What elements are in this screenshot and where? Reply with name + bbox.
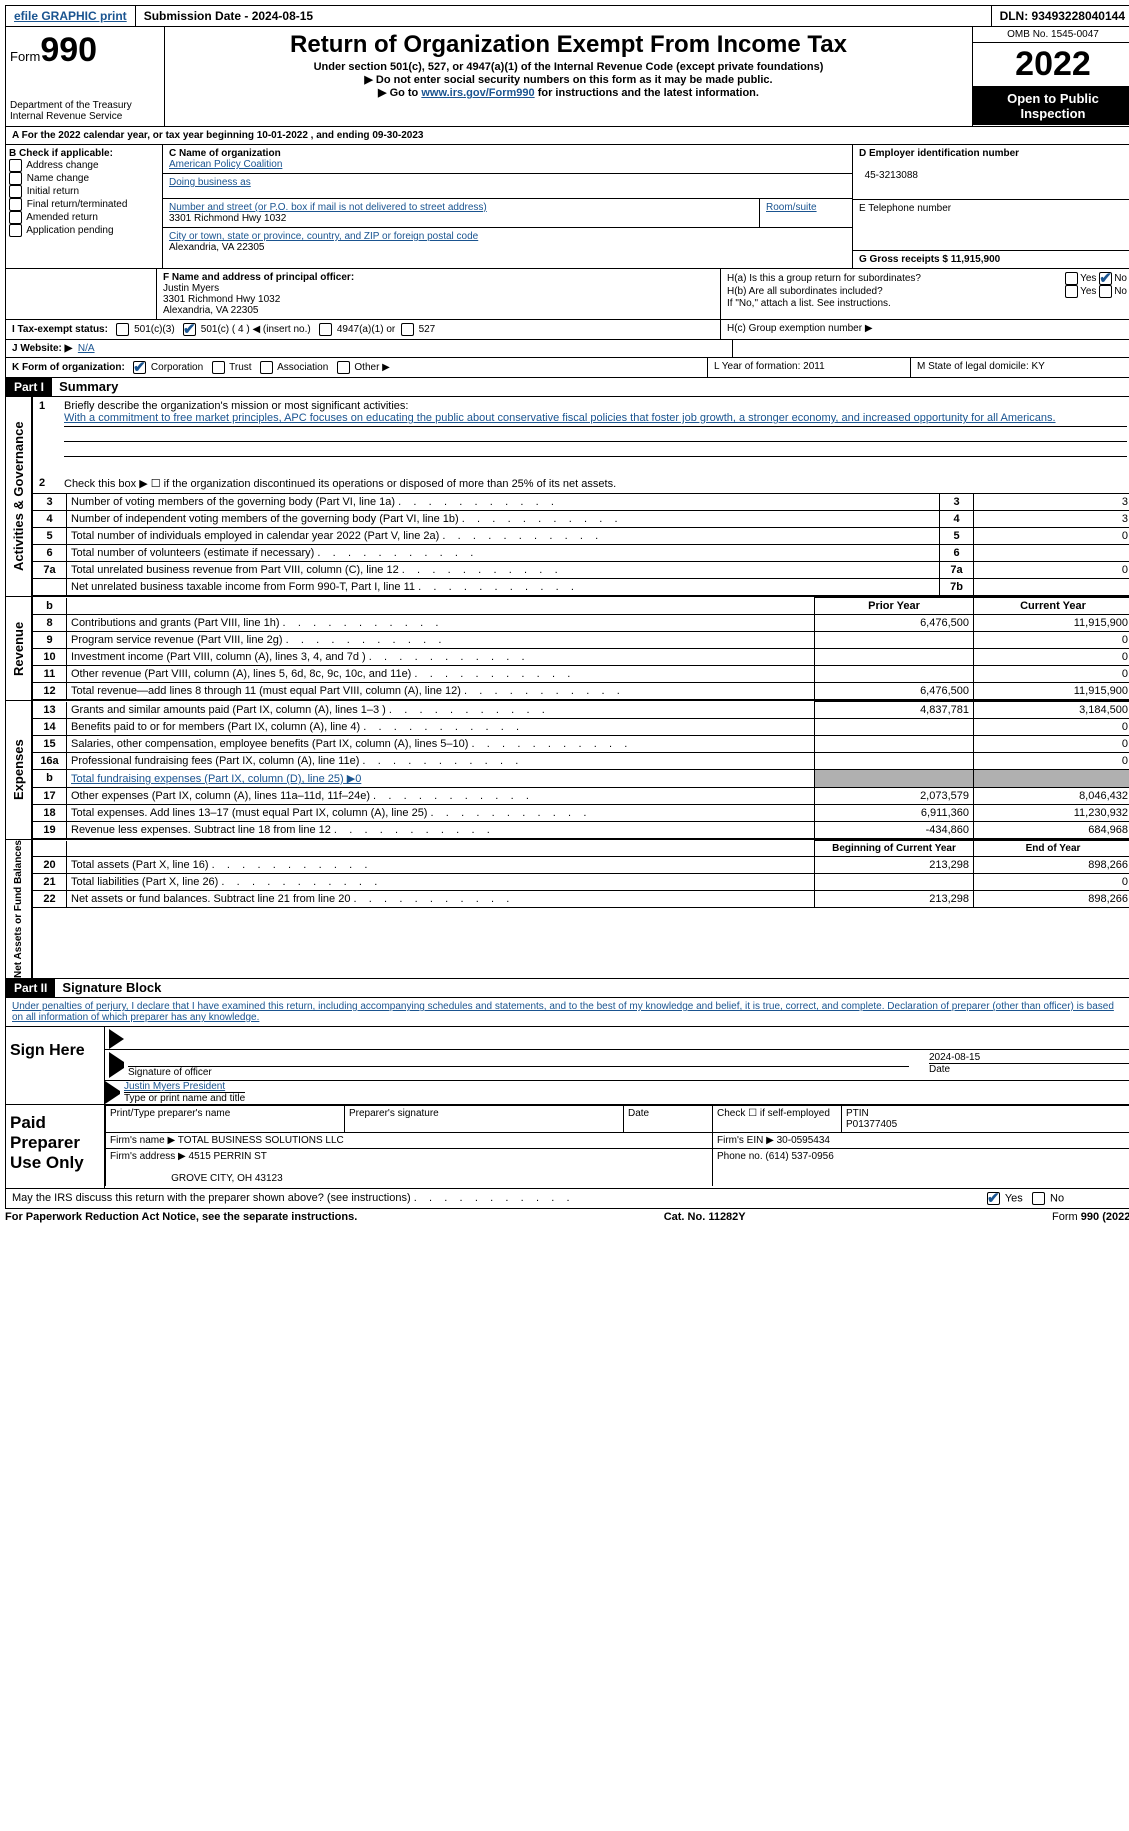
cb-final-return[interactable] bbox=[9, 198, 22, 211]
submission-date: Submission Date - 2024-08-15 bbox=[136, 6, 991, 26]
paid-preparer-label: Paid Preparer Use Only bbox=[6, 1105, 105, 1188]
cb-amended[interactable] bbox=[9, 211, 22, 224]
net-assets-table: Beginning of Current Year End of Year 20… bbox=[33, 840, 1129, 908]
part1-header: Part I bbox=[6, 378, 52, 396]
section-k: K Form of organization: Corporation Trus… bbox=[6, 358, 707, 377]
cb-group-no[interactable] bbox=[1099, 272, 1112, 285]
section-j: J Website: ▶ N/A bbox=[6, 340, 732, 357]
section-i: I Tax-exempt status: 501(c)(3) 501(c) ( … bbox=[6, 320, 720, 339]
omb-number: OMB No. 1545-0047 bbox=[973, 27, 1129, 43]
cb-app-pending[interactable] bbox=[9, 224, 22, 237]
cb-501c[interactable] bbox=[183, 323, 196, 336]
cb-sub-no[interactable] bbox=[1099, 285, 1112, 298]
section-hc: H(c) Group exemption number ▶ bbox=[720, 320, 1129, 339]
section-f: F Name and address of principal officer:… bbox=[157, 269, 720, 319]
cb-discuss-no[interactable] bbox=[1032, 1192, 1045, 1205]
topbar: efile GRAPHIC print Submission Date - 20… bbox=[5, 5, 1129, 27]
perjury-declaration: Under penalties of perjury, I declare th… bbox=[12, 1001, 1114, 1023]
efile-print-button[interactable]: efile GRAPHIC print bbox=[6, 6, 136, 26]
cb-group-yes[interactable] bbox=[1065, 272, 1078, 285]
revenue-section: Revenue b Prior Year Current Year 8Contr… bbox=[5, 597, 1129, 701]
org-address: 3301 Richmond Hwy 1032 bbox=[169, 213, 286, 224]
governance-table: 3Number of voting members of the governi… bbox=[33, 493, 1129, 596]
revenue-table: b Prior Year Current Year 8Contributions… bbox=[33, 597, 1129, 700]
section-b: B Check if applicable: Address change Na… bbox=[6, 145, 163, 268]
gross-receipts: G Gross receipts $ 11,915,900 bbox=[859, 254, 1000, 265]
page-footer: For Paperwork Reduction Act Notice, see … bbox=[5, 1209, 1129, 1225]
dba-label: Doing business as bbox=[169, 177, 251, 188]
cb-527[interactable] bbox=[401, 323, 414, 336]
sign-here-label: Sign Here bbox=[6, 1027, 105, 1104]
section-h: H(a) Is this a group return for subordin… bbox=[720, 269, 1129, 319]
org-city: Alexandria, VA 22305 bbox=[169, 242, 264, 253]
cb-name-change[interactable] bbox=[9, 172, 22, 185]
dept-treasury: Department of the Treasury Internal Reve… bbox=[10, 100, 160, 122]
open-to-public: Open to Public Inspection bbox=[973, 87, 1129, 125]
section-m: M State of legal domicile: KY bbox=[910, 358, 1129, 377]
cb-assoc[interactable] bbox=[260, 361, 273, 374]
part1-title: Summary bbox=[55, 377, 122, 396]
cb-other[interactable] bbox=[337, 361, 350, 374]
mission-text: With a commitment to free market princip… bbox=[64, 412, 1127, 427]
dln: DLN: 93493228040144 bbox=[991, 6, 1129, 26]
form-title: Return of Organization Exempt From Incom… bbox=[173, 31, 964, 59]
section-c: C Name of organization American Policy C… bbox=[163, 145, 852, 268]
section-l: L Year of formation: 2011 bbox=[707, 358, 910, 377]
section-d: D Employer identification number 45-3213… bbox=[852, 145, 1129, 268]
cb-sub-yes[interactable] bbox=[1065, 285, 1078, 298]
activities-governance: Activities & Governance 1 Briefly descri… bbox=[5, 397, 1129, 597]
note-ssn: ▶ Do not enter social security numbers o… bbox=[173, 73, 964, 86]
discuss-row: May the IRS discuss this return with the… bbox=[5, 1189, 1129, 1209]
expenses-table: 13Grants and similar amounts paid (Part … bbox=[33, 701, 1129, 839]
cb-corp[interactable] bbox=[133, 361, 146, 374]
org-name: American Policy Coalition bbox=[169, 159, 282, 170]
ein-value: 45-3213088 bbox=[865, 170, 918, 181]
net-assets-section: Net Assets or Fund Balances Beginning of… bbox=[5, 840, 1129, 979]
cb-4947[interactable] bbox=[319, 323, 332, 336]
part2-title: Signature Block bbox=[58, 978, 165, 997]
expenses-section: Expenses 13Grants and similar amounts pa… bbox=[5, 701, 1129, 840]
form-subtitle: Under section 501(c), 527, or 4947(a)(1)… bbox=[173, 61, 964, 73]
cb-trust[interactable] bbox=[212, 361, 225, 374]
irs-link[interactable]: www.irs.gov/Form990 bbox=[421, 87, 534, 99]
form-number: Form990 bbox=[10, 31, 160, 70]
note-link: ▶ Go to www.irs.gov/Form990 for instruct… bbox=[173, 86, 964, 99]
cb-address-change[interactable] bbox=[9, 159, 22, 172]
officer-name: Justin Myers President bbox=[124, 1081, 245, 1093]
cb-initial-return[interactable] bbox=[9, 185, 22, 198]
a-line: A For the 2022 calendar year, or tax yea… bbox=[6, 127, 1129, 145]
cb-501c3[interactable] bbox=[116, 323, 129, 336]
form-header: Form990 Department of the Treasury Inter… bbox=[5, 27, 1129, 127]
cb-discuss-yes[interactable] bbox=[987, 1192, 1000, 1205]
tax-year: 2022 bbox=[973, 43, 1129, 87]
part2-header: Part II bbox=[6, 979, 55, 997]
